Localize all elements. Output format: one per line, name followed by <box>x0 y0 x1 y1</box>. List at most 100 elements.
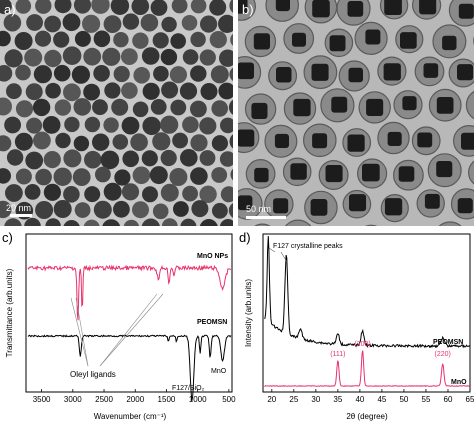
mno-core <box>325 165 343 183</box>
mno-core <box>347 134 365 152</box>
tem-image-peomsn: 50 nm b) <box>238 0 474 226</box>
nanoparticle <box>219 219 233 226</box>
annotation-f127-sio2: F127/SiO₂ <box>172 385 205 392</box>
nanoparticle <box>35 168 52 186</box>
nanoparticle <box>15 168 32 185</box>
nanoparticle <box>0 168 11 184</box>
nanoparticle <box>73 135 90 152</box>
nanoparticle <box>93 200 112 219</box>
nanoparticle <box>63 186 80 203</box>
nanoparticle <box>72 168 91 187</box>
nanoparticle <box>190 31 206 48</box>
nanoparticle <box>150 99 167 115</box>
nanoparticle <box>133 67 150 84</box>
peak-label: (220) <box>435 351 451 358</box>
mno-core <box>254 167 269 183</box>
nanoparticle <box>170 99 187 116</box>
core-shell-particle-field <box>238 0 474 226</box>
nanoparticle <box>5 83 22 100</box>
nanoparticle <box>100 150 120 170</box>
nanoparticle <box>43 183 62 201</box>
nanoparticle <box>160 115 179 134</box>
silica-shell <box>365 224 378 226</box>
nanoparticle <box>150 0 168 16</box>
nanoparticle <box>152 32 169 49</box>
peak-labels: (111) (200) (220) <box>330 341 451 358</box>
nanoparticle <box>55 132 71 149</box>
mno-core <box>384 198 403 216</box>
nanoparticle <box>102 219 121 226</box>
nanoparticle <box>132 166 151 185</box>
nanoparticle <box>112 134 129 150</box>
nanoparticle <box>35 201 54 219</box>
peak-label: (111) <box>330 351 345 358</box>
nanoparticle <box>15 64 31 81</box>
nanoparticle <box>131 0 150 15</box>
nanoparticle <box>54 0 72 14</box>
nanoparticle <box>211 167 228 183</box>
nanoparticle <box>211 135 228 152</box>
nanoparticle <box>181 14 198 31</box>
nanoparticle <box>0 65 13 82</box>
x-tick-label: 50 <box>399 395 408 404</box>
nanoparticle <box>15 100 34 118</box>
mno-core <box>253 33 270 50</box>
nanoparticle <box>6 149 24 166</box>
x-tick-label: 60 <box>444 395 453 404</box>
nanoparticle <box>5 184 23 202</box>
mno-core <box>417 132 433 148</box>
annotation-f127-peaks: F127 crystalline peaks <box>273 243 343 250</box>
nanoparticle <box>53 200 72 218</box>
nanoparticle <box>91 0 110 14</box>
nanoparticle <box>92 133 110 151</box>
nanoparticle <box>84 186 101 203</box>
nanoparticle <box>71 65 90 84</box>
nanoparticle <box>219 49 233 67</box>
mno-core <box>400 32 417 49</box>
series-line-mno-nps <box>27 264 232 321</box>
nanoparticle <box>4 116 21 134</box>
nanoparticle <box>199 49 216 66</box>
nanoparticle <box>113 32 129 48</box>
mno-core <box>442 35 457 51</box>
plot-frame <box>25 233 233 393</box>
nanoparticle <box>228 203 233 218</box>
nanoparticle <box>218 14 233 33</box>
ftir-chart: 3500 3000 2500 2000 1500 1000 500 Oleyl ligand… <box>5 233 236 421</box>
mno-core <box>457 64 474 81</box>
nanoparticle <box>171 0 188 14</box>
nanoparticle <box>220 186 233 203</box>
mno-core <box>349 194 367 212</box>
tem-image-mno-nanoparticles: 20 nm a) <box>0 0 233 226</box>
nanoparticle <box>4 218 22 226</box>
scale-bar <box>246 216 286 219</box>
nanoparticle <box>123 219 140 226</box>
nanoparticle <box>140 13 159 32</box>
mno-core <box>292 32 306 47</box>
nanoparticle <box>200 15 218 33</box>
nanoparticle <box>0 200 12 219</box>
nanoparticle <box>199 219 218 226</box>
series-label-peomsn: PEOMSN <box>433 339 463 346</box>
annotation-arrow <box>280 251 288 263</box>
nanoparticle <box>211 100 228 117</box>
mno-core <box>290 163 307 180</box>
arrow <box>70 297 89 367</box>
nanoparticle <box>230 168 233 181</box>
mno-core <box>366 98 384 116</box>
nanoparticle <box>35 0 52 14</box>
nanoparticle <box>190 100 207 118</box>
x-axis-ticks: 3500 3000 2500 2000 1500 1000 500 <box>33 389 236 404</box>
nanoparticle <box>190 0 207 14</box>
series-line-peomsn <box>264 236 471 349</box>
nanoparticle <box>209 30 227 49</box>
nanoparticle <box>104 82 121 99</box>
y-axis-label: Intensity (arb.units) <box>244 279 253 347</box>
nanoparticle <box>141 150 158 167</box>
nanoparticle <box>63 149 82 168</box>
x-axis-label: Wavenumber (cm⁻¹) <box>94 412 167 421</box>
mno-core <box>383 63 401 81</box>
x-tick-label: 3500 <box>33 395 51 404</box>
nanoparticle <box>121 183 140 201</box>
nanoparticle <box>62 13 81 32</box>
